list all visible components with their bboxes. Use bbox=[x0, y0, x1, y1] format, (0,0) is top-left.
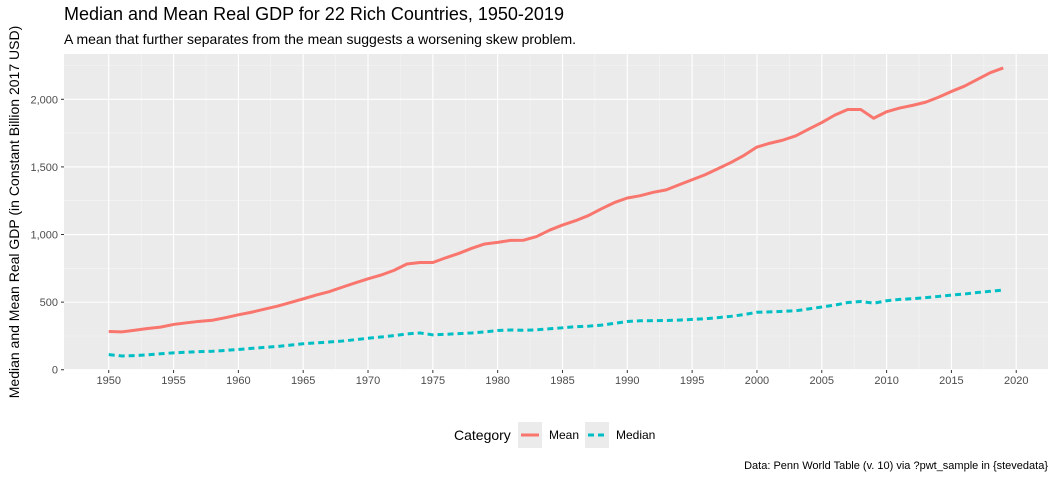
x-tick-label: 1975 bbox=[421, 375, 445, 387]
series-layer bbox=[108, 66, 1004, 358]
legend: Category Mean Median bbox=[454, 422, 655, 448]
x-tick-label: 1970 bbox=[356, 375, 380, 387]
x-tick-label: 1950 bbox=[96, 375, 120, 387]
x-tick-label: 2005 bbox=[810, 375, 834, 387]
y-axis-label: Median and Mean Real GDP (in Constant Bi… bbox=[6, 26, 22, 399]
x-tick-label: 2000 bbox=[745, 375, 769, 387]
x-tick-label: 2015 bbox=[939, 375, 963, 387]
chart-title: Median and Mean Real GDP for 22 Rich Cou… bbox=[64, 4, 564, 24]
x-tick-label: 1985 bbox=[550, 375, 574, 387]
major-gridlines bbox=[64, 54, 1048, 371]
y-tick-label: 1,000 bbox=[30, 230, 58, 242]
series-line-mean bbox=[108, 66, 1004, 334]
y-tick-label: 500 bbox=[40, 297, 58, 309]
y-axis: 0 500 1,000 1,500 2,000 bbox=[30, 94, 64, 377]
y-tick-label: 0 bbox=[52, 365, 58, 377]
x-tick-label: 2020 bbox=[1004, 375, 1028, 387]
x-tick-label: 1990 bbox=[615, 375, 639, 387]
y-tick-label: 2,000 bbox=[30, 94, 58, 106]
legend-title: Category bbox=[454, 427, 511, 443]
chart-caption: Data: Penn World Table (v. 10) via ?pwt_… bbox=[744, 460, 1048, 472]
x-tick-label: 1980 bbox=[485, 375, 509, 387]
chart-subtitle: A mean that further separates from the m… bbox=[64, 31, 576, 47]
x-tick-label: 1955 bbox=[161, 375, 185, 387]
x-axis: 1950 1955 1960 1965 1970 1975 1980 1985 1990 1995… bbox=[96, 370, 1028, 387]
minor-gridlines bbox=[64, 54, 1048, 370]
x-tick-label: 1960 bbox=[226, 375, 250, 387]
x-tick-label: 2010 bbox=[874, 375, 898, 387]
x-tick-label: 1965 bbox=[291, 375, 315, 387]
plot-panel bbox=[64, 54, 1048, 370]
x-tick-label: 1995 bbox=[680, 375, 704, 387]
y-tick-label: 1,500 bbox=[30, 162, 58, 174]
legend-label-median: Median bbox=[616, 428, 655, 442]
legend-label-mean: Mean bbox=[549, 428, 579, 442]
